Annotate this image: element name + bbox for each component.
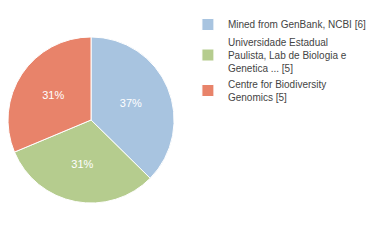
svg-text:Universidade EstadualPaulista,: Universidade EstadualPaulista, Lab de Bi… [228,37,347,74]
svg-text:31%: 31% [71,158,93,170]
svg-text:Mined from GenBank, NCBI [6]: Mined from GenBank, NCBI [6] [228,19,366,30]
svg-text:Centre for BiodiversityGenomic: Centre for BiodiversityGenomics [5] [228,79,326,103]
svg-text:37%: 37% [120,97,142,109]
svg-text:31%: 31% [42,89,64,101]
